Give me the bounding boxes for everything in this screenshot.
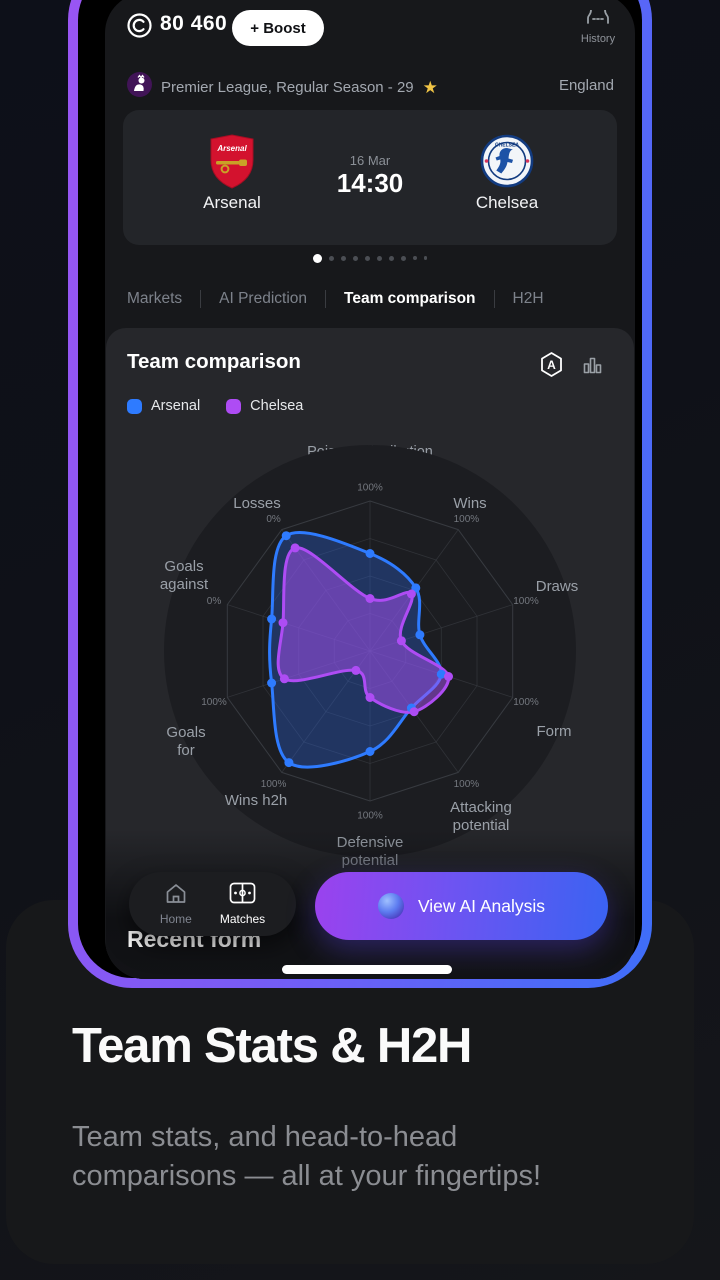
history-label: History [580,33,616,45]
bottom-nav: Home [129,872,296,936]
bar-chart-icon[interactable] [582,355,603,380]
league-label: Premier League, Regular Season - 29 [161,78,414,96]
legend-item-chelsea: Chelsea [226,398,303,414]
nav-item-matches[interactable]: Matches [220,882,265,926]
boost-button[interactable]: + Boost [232,10,324,46]
phone-bezel: 80 460 + Boost History [78,0,642,979]
carousel-dot[interactable] [328,255,334,261]
cta-label: View AI Analysis [417,895,546,916]
radar-chart-title: Poisson distribution [307,444,433,460]
league-country: England [558,77,614,94]
tab-h2h[interactable]: H2H [512,290,544,307]
carousel-dot[interactable] [388,255,394,261]
tab-markets[interactable]: Markets [127,290,183,307]
arsenal-swatch [127,398,142,414]
chart-legend: Arsenal Chelsea [127,398,303,414]
carousel-dot[interactable] [312,253,322,263]
tab-separator [200,290,202,308]
coin-balance-icon [126,12,153,44]
arsenal-crest-icon: Arsenal [207,134,257,195]
ai-hexagon-icon[interactable]: A [538,351,565,383]
carousel-dot[interactable] [364,255,370,261]
view-ai-analysis-button[interactable]: View AI Analysis [315,872,608,940]
carousel-dot[interactable] [412,256,417,260]
carousel-dots [106,252,634,264]
marketing-subtitle-line2: comparisons — all at your fingertips! [72,1160,542,1192]
home-indicator[interactable] [282,965,452,974]
marketing-title: Team Stats & H2H [72,1019,472,1073]
chelsea-swatch [226,398,242,414]
nav-item-home[interactable]: Home [160,882,192,926]
favorite-star-icon[interactable]: ★ [422,77,438,97]
nav-label-matches: Matches [219,912,266,926]
carousel-dot[interactable] [340,255,346,261]
legend-item-arsenal: Arsenal [127,398,200,414]
coin-balance: 80 460 [160,12,228,35]
premier-league-logo-icon [127,72,152,102]
svg-text:CHELSEA: CHELSEA [495,143,519,149]
panel-title: Team comparison [127,350,301,373]
carousel-dot[interactable] [376,255,382,261]
marketing-subtitle: Team stats, and head-to-head comparisons… [72,1118,642,1196]
tab-separator [493,290,495,308]
phone-screen: 80 460 + Boost History [105,0,635,979]
phone-frame: 80 460 + Boost History [68,0,652,988]
carousel-dot[interactable] [423,256,428,260]
tab-team-comparison[interactable]: Team comparison [344,290,476,307]
carousel-dot[interactable] [352,255,358,261]
chelsea-crest-icon: CHELSEA [480,134,534,193]
tab-bar: Markets AI Prediction Team comparison H2… [127,290,544,308]
marketing-subtitle-line1: Team stats, and head-to-head [72,1121,458,1153]
nav-label-home: Home [159,912,192,926]
history-icon [585,9,611,31]
tab-separator [325,290,327,308]
legend-label: Chelsea [250,398,304,414]
match-time: 14:30 [336,168,404,198]
carousel-dot[interactable] [400,255,406,261]
legend-label: Arsenal [151,398,201,414]
match-date: 16 Mar [349,153,391,168]
svg-text:A: A [547,358,556,372]
match-card[interactable] [123,110,617,245]
home-team-name: Arsenal [203,193,261,212]
pitch-icon [229,882,256,909]
league-row[interactable]: Premier League, Regular Season - 29 ★ [127,72,438,102]
history-button[interactable]: History [566,9,630,45]
tab-ai-prediction[interactable]: AI Prediction [219,290,308,307]
away-team-name: Chelsea [475,193,539,212]
svg-text:Arsenal: Arsenal [216,144,247,153]
ai-sphere-icon [377,893,404,919]
home-icon [164,882,188,909]
